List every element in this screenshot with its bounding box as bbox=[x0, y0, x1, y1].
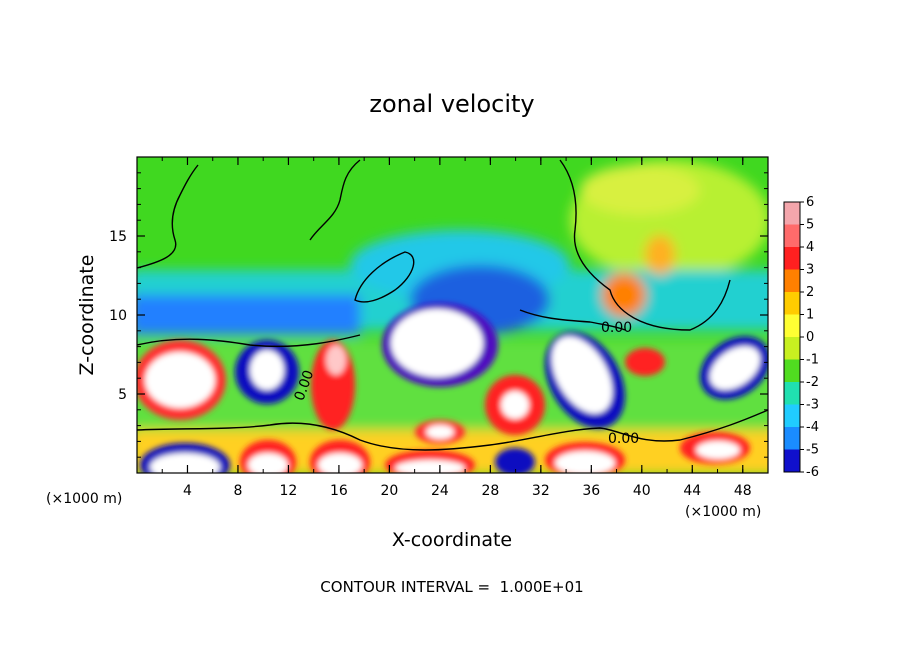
colorbar-tick-label: 5 bbox=[806, 218, 814, 233]
colorbar-swatch bbox=[784, 224, 800, 248]
column-red-16-core bbox=[326, 345, 346, 375]
bottom-vortex-4-core bbox=[395, 460, 465, 473]
y-tick-label: 15 bbox=[109, 229, 127, 245]
bottom-vortex-5 bbox=[495, 448, 535, 473]
colorbar-tick-label: -6 bbox=[806, 465, 819, 480]
contour-label-2: 0.00 bbox=[608, 431, 639, 447]
contour-lower-band bbox=[137, 409, 768, 451]
colorbar-swatch bbox=[784, 269, 800, 293]
spot-red-40 bbox=[625, 348, 665, 376]
colorbar: 6 5 4 3 2 1 0 -1 -2 -3 -4 -5 -6 bbox=[783, 195, 819, 480]
region-yellow-spot bbox=[645, 235, 675, 275]
patch-red-30-core bbox=[501, 391, 529, 419]
x-tick-label: 4 bbox=[183, 483, 192, 499]
region-upper-right-2 bbox=[580, 165, 700, 215]
colorbar-tick-label: 4 bbox=[806, 240, 814, 255]
contour-mid-band bbox=[137, 334, 361, 348]
colorbar-swatch bbox=[784, 337, 800, 360]
x-tick-label: 16 bbox=[330, 483, 348, 499]
region-orange-spot bbox=[602, 273, 646, 317]
x-axis-ticks: 4 8 12 16 20 24 28 32 36 40 44 48 bbox=[161, 157, 752, 499]
colorbar-tick-label: -5 bbox=[806, 443, 819, 458]
bottom-vortex-6-core bbox=[555, 451, 615, 473]
colorbar-swatch bbox=[784, 292, 800, 315]
vortex-center-core bbox=[391, 309, 483, 377]
vortex-blue-10-core bbox=[250, 350, 284, 390]
colorbar-tick-label: 0 bbox=[806, 330, 814, 345]
x-tick-label: 20 bbox=[380, 483, 398, 499]
zero-contours bbox=[137, 159, 768, 451]
y-axis-ticks: 5 10 15 bbox=[109, 172, 768, 458]
contour-mid-right bbox=[519, 309, 626, 331]
x-tick-label: 36 bbox=[582, 483, 600, 499]
region-blue-left bbox=[137, 295, 360, 335]
colorbar-swatch bbox=[784, 427, 800, 450]
x-unit-left: (×1000 m) bbox=[46, 491, 122, 507]
x-tick-label: 32 bbox=[532, 483, 550, 499]
vortex-36-core bbox=[551, 336, 613, 414]
colorbar-tick-label: -3 bbox=[806, 398, 819, 413]
x-unit-right: (×1000 m) bbox=[685, 504, 761, 520]
colorbar-tick-label: -2 bbox=[806, 375, 819, 390]
x-tick-label: 8 bbox=[233, 483, 242, 499]
vortex-right-core bbox=[709, 346, 761, 390]
heatmap-field bbox=[137, 157, 768, 473]
colorbar-swatch bbox=[784, 247, 800, 270]
x-tick-label: 40 bbox=[633, 483, 651, 499]
y-tick-label: 10 bbox=[109, 308, 127, 324]
bottom-vortex-1-core bbox=[150, 453, 220, 473]
colorbar-swatch bbox=[784, 314, 800, 338]
contour-interval-note: CONTOUR INTERVAL = 1.000E+01 bbox=[320, 578, 583, 596]
bottom-vortex-7-core bbox=[696, 441, 740, 459]
vortex-left-core bbox=[145, 352, 215, 408]
bottom-vortex-2-core bbox=[248, 453, 288, 473]
patch-red-22-core bbox=[426, 425, 454, 439]
colorbar-tick-label: 3 bbox=[806, 263, 814, 278]
colorbar-swatch bbox=[784, 359, 800, 383]
colorbar-tick-label: -4 bbox=[806, 420, 819, 435]
colorbar-tick-label: -1 bbox=[806, 353, 819, 368]
contour-mid-upper bbox=[309, 159, 361, 241]
chart-title: zonal velocity bbox=[369, 90, 534, 118]
colorbar-tick-label: 1 bbox=[806, 308, 814, 323]
colorbar-swatch bbox=[784, 382, 800, 405]
colorbar-swatch bbox=[784, 202, 800, 225]
colorbar-tick-label: 2 bbox=[806, 285, 814, 300]
contour-label-1: 0.00 bbox=[601, 320, 632, 336]
x-tick-label: 44 bbox=[683, 483, 701, 499]
colorbar-tick-label: 6 bbox=[806, 195, 814, 210]
y-tick-label: 5 bbox=[118, 387, 127, 403]
x-axis-label: X-coordinate bbox=[392, 529, 512, 551]
colorbar-swatch bbox=[784, 404, 800, 428]
colorbar-swatch bbox=[784, 449, 800, 473]
contour-island bbox=[354, 251, 415, 303]
x-tick-label: 48 bbox=[734, 483, 752, 499]
x-tick-label: 28 bbox=[481, 483, 499, 499]
x-tick-label: 12 bbox=[280, 483, 298, 499]
contour-left-upper bbox=[137, 164, 199, 269]
bottom-vortex-3-core bbox=[318, 453, 362, 473]
y-axis-label: Z-coordinate bbox=[76, 255, 98, 376]
contour-right-upper bbox=[559, 159, 731, 331]
x-tick-label: 24 bbox=[431, 483, 449, 499]
